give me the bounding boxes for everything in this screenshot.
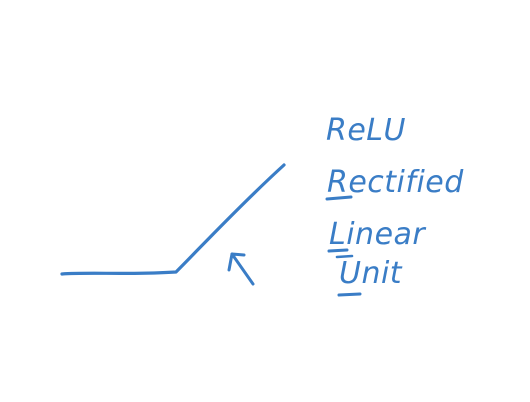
underline-unit bbox=[337, 292, 362, 297]
up-arrow-icon bbox=[227, 252, 255, 286]
word-rectified: Rectified bbox=[327, 165, 464, 200]
word-linear: Linear bbox=[329, 217, 426, 252]
relu-title: ReLU bbox=[326, 113, 406, 148]
overline-unit bbox=[335, 254, 354, 259]
underline-linear bbox=[327, 248, 349, 253]
underline-rectified bbox=[325, 195, 353, 201]
relu-function-line bbox=[60, 163, 286, 276]
word-unit: Unit bbox=[339, 256, 403, 291]
